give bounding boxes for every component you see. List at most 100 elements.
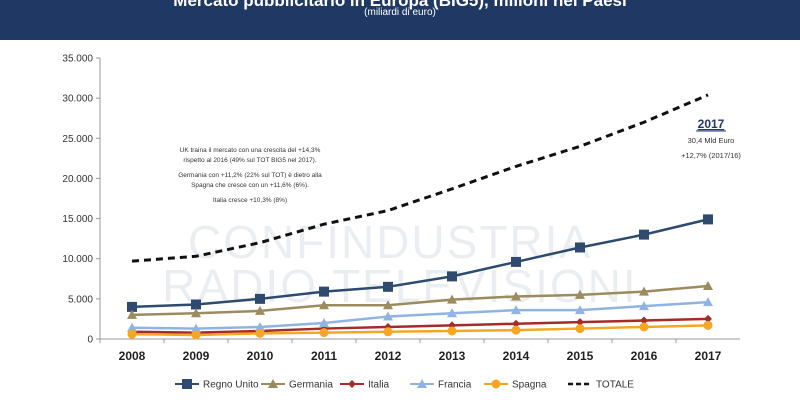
data-point-spagna [511,325,521,335]
data-point-regno-unito [255,293,265,304]
data-point-spagna [319,328,329,338]
y-tick-label: 0 [87,335,93,346]
data-point-francia [255,321,265,331]
legend: Regno Unito Germania Italia Francia Spagna TO… [175,379,634,391]
series-line-totale [131,93,709,263]
side-note-growth: +12,7% (2017/16) [681,151,741,160]
y-tick-label: 15.000 [62,214,93,225]
x-tick-label: 2016 [631,349,658,363]
data-point-francia [575,305,585,315]
legend-item-totale: TOTALE [568,380,634,391]
data-point-francia [127,322,137,332]
data-point-spagna [383,327,393,337]
data-point-regno-unito [639,229,649,240]
data-point-italia [704,314,712,323]
legend-label-totale: TOTALE [596,380,634,391]
series-germania [127,281,713,319]
series-line-francia [131,300,709,330]
data-point-spagna [703,320,713,330]
annotation-line-3: Germania con +11,2% (22% sul TOT) è diet… [178,172,322,179]
legend-item-francia: Francia [410,379,472,391]
data-point-regno-unito [703,214,713,225]
x-tick-label: 2017 [695,349,722,363]
y-tick-label: 30.000 [62,94,93,105]
side-note-year: 2017 [698,117,725,131]
legend-item-germania: Germania [261,379,333,391]
legend-label-italia: Italia [368,380,390,391]
data-point-germania [575,289,585,299]
data-point-regno-unito [447,271,457,282]
data-point-italia [576,318,584,327]
data-point-germania [319,300,329,310]
data-point-germania [447,294,457,304]
data-point-francia [703,297,713,307]
title-bar: Mercato pubblicitario in Europa (BIG5), … [0,0,800,40]
legend-item-regno-unito: Regno Unito [175,379,259,391]
data-point-regno-unito [319,286,329,297]
x-tick-label: 2015 [567,349,594,363]
y-tick-label: 35.000 [62,54,93,65]
annotation-block: UK traina il mercato con una crescita de… [178,147,322,204]
series-group [127,93,713,340]
y-tick-label: 25.000 [62,134,93,145]
data-point-spagna [191,330,201,340]
data-point-francia [319,317,329,327]
legend-marker-francia [417,379,427,388]
side-note-value: 30,4 Mld Euro [688,136,735,145]
data-point-regno-unito [383,281,393,292]
x-tick-labels: 2008 2009 2010 2011 2012 2013 2014 2015 2016 2017 [99,339,722,363]
data-point-francia [383,311,393,321]
y-tick-label: 5.000 [68,294,93,305]
x-tick-label: 2011 [311,349,337,363]
data-point-italia [640,316,648,325]
x-tick-label: 2012 [375,349,402,363]
data-point-francia [191,323,201,333]
data-point-francia [447,308,457,318]
x-tick-label: 2009 [183,349,210,363]
series-line-regno-unito [131,218,709,309]
series-line-spagna [131,324,709,337]
y-tick-label: 10.000 [62,254,93,265]
data-point-germania [383,300,393,310]
annotation-line-5: Italia cresce +10,3% (8%) [213,197,287,204]
data-point-germania [127,309,137,319]
legend-label-francia: Francia [438,380,472,391]
x-tick-label: 2008 [119,349,146,363]
data-point-italia [512,319,520,328]
legend-item-italia: Italia [340,380,390,391]
data-point-regno-unito [511,256,521,267]
chart-title: Mercato pubblicitario in Europa (BIG5), … [173,0,627,10]
data-point-spagna [575,324,585,334]
annotation-line-4: Spagna che cresce con un +11,6% (6%). [191,182,309,189]
y-tick-labels: 0 5.000 10.000 15.000 20.000 25.000 30.000 35.0… [62,54,100,346]
data-point-germania [639,286,649,296]
chart-subtitle: (miliardi di euro) [364,7,436,18]
annotation-line-1: UK traina il mercato con una crescita de… [180,147,321,154]
data-point-spagna [127,329,137,339]
data-point-regno-unito [191,299,201,310]
data-point-germania [255,305,265,315]
legend-label-spagna: Spagna [512,380,547,391]
data-point-spagna [447,326,457,336]
annotation-line-2: rispetto al 2016 (49% sul TOT BIG5 nel 2… [183,157,317,164]
data-point-regno-unito [127,301,137,312]
series-line-italia [131,317,709,334]
data-point-germania [191,308,201,318]
series-line-germania [131,284,709,317]
data-point-germania [511,291,521,301]
x-tick-label: 2010 [247,349,274,363]
legend-marker-italia [348,380,356,388]
data-point-regno-unito [575,242,585,253]
side-note: 2017 30,4 Mld Euro +12,7% (2017/16) [681,117,741,160]
watermark: CONFINDUSTRIA RADIO TELEVISIONI [162,216,635,312]
y-tick-label: 20.000 [62,174,93,185]
legend-label-regno-unito: Regno Unito [203,380,259,391]
series-spagna [127,320,713,340]
x-tick-label: 2013 [439,349,466,363]
data-point-francia [639,301,649,311]
legend-label-germania: Germania [289,380,333,391]
legend-item-spagna: Spagna [484,379,547,391]
legend-marker-regno-unito [182,379,192,389]
series-francia [127,297,713,333]
